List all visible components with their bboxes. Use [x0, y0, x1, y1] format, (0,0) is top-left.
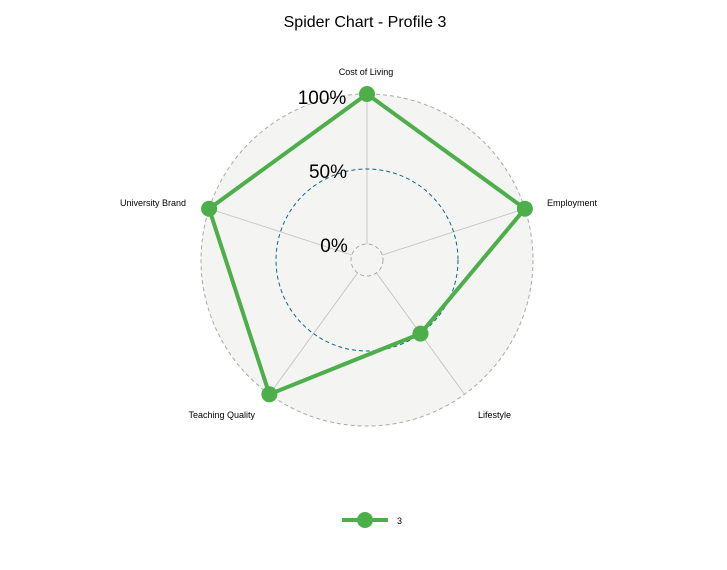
axis-label-cost-of-living: Cost of Living: [339, 67, 394, 77]
axis-label-teaching-quality: Teaching Quality: [188, 410, 255, 420]
legend-label: 3: [397, 516, 402, 526]
grid-circles: [200, 93, 534, 427]
chart-title: Spider Chart - Profile 3: [284, 14, 447, 31]
legend: 3: [342, 512, 402, 528]
grid-circle-outer: [200, 93, 534, 427]
axis-label-employment: Employment: [547, 198, 598, 208]
axis-label-lifestyle: Lifestyle: [478, 410, 511, 420]
data-point-1: [516, 200, 533, 217]
panel-background: [201, 94, 533, 426]
grid-labels: 100% 50% 0%: [298, 88, 348, 257]
series-line-3: [207, 92, 527, 397]
axis-label-university-brand: University Brand: [120, 198, 186, 208]
data-point-4: [201, 200, 218, 217]
axis-labels: Cost of Living Employment Lifestyle Teac…: [120, 67, 598, 420]
legend-marker: [357, 512, 373, 528]
spoke-4: [208, 208, 352, 256]
data-point-2: [412, 325, 429, 342]
grid-label-50: 50%: [309, 162, 347, 183]
panel-layer: [201, 94, 533, 426]
data-point-0: [359, 86, 375, 102]
grid-label-0: 0%: [320, 236, 348, 257]
data-point-3: [261, 386, 278, 403]
grid-circle-inner: [350, 243, 384, 277]
series-group: [201, 86, 533, 403]
grid-label-100: 100%: [298, 88, 347, 109]
grid-circle-mid: [275, 168, 459, 352]
